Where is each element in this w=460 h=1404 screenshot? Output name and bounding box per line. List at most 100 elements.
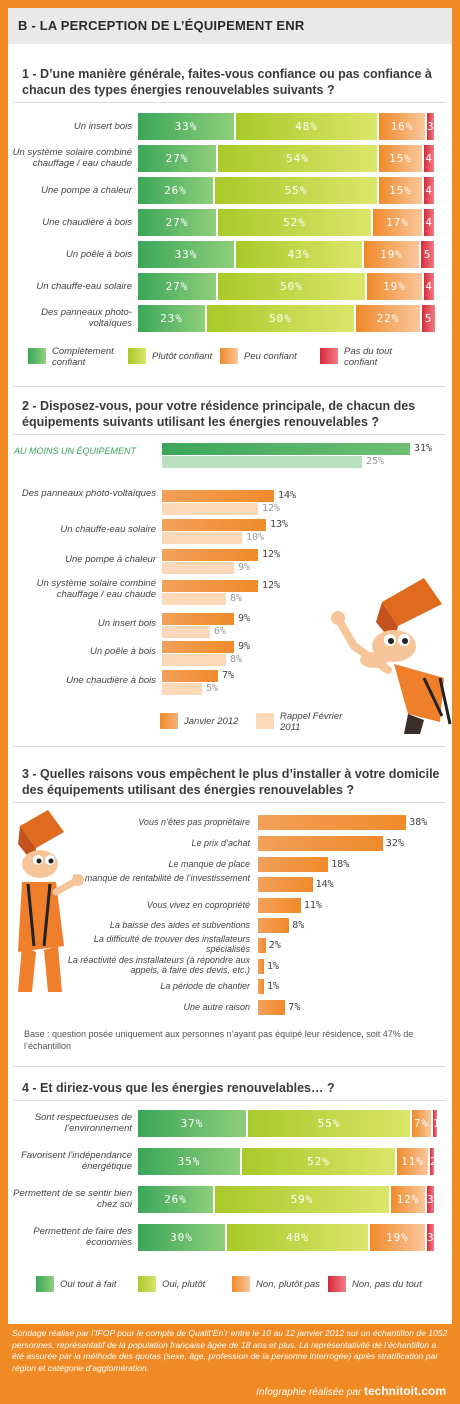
legend-swatch <box>256 713 274 729</box>
bar-value: 12% <box>396 1193 420 1206</box>
row-label: Un système solaire combiné chauffage / e… <box>12 147 132 169</box>
bar-value: 11% <box>401 1155 424 1168</box>
bar-value: 2 <box>430 1155 438 1168</box>
bar-2011 <box>162 503 258 515</box>
row-label: Un insert bois <box>97 618 156 629</box>
bar-2011 <box>162 456 362 468</box>
bar-segment: 19% <box>370 1224 425 1251</box>
bar-2012 <box>162 670 218 682</box>
bar-value: 12% <box>262 580 281 591</box>
divider <box>14 1066 446 1067</box>
row-label: Un insert bois <box>73 121 132 132</box>
legend-label: Non, plutôt pas <box>256 1279 320 1290</box>
legend-swatch <box>138 1276 156 1292</box>
divider <box>14 802 446 803</box>
row-label: Une autre raison <box>183 1002 250 1012</box>
bar <box>258 1000 286 1015</box>
bar-value: 48% <box>286 1231 309 1244</box>
row-label: La baisse des aides et subventions <box>109 920 250 930</box>
row-label: La difficulté de trouver des installateu… <box>93 934 250 954</box>
footer-note: Sondage réalisé par l’IFOP pour le compt… <box>12 1328 448 1373</box>
row-label: Un système solaire combiné chauffage / e… <box>36 578 156 600</box>
bar-value: 17% <box>386 216 409 229</box>
bar-segment: 43% <box>236 241 362 268</box>
bar <box>258 938 266 953</box>
bar-value: 12% <box>262 549 281 560</box>
row-label: Un chauffe-eau solaire <box>36 281 132 292</box>
bar-segment: 15% <box>379 145 422 172</box>
row-label: AU MOINS UN ÉQUIPEMENT <box>14 446 137 456</box>
bar-segment: 5 <box>421 241 434 268</box>
bar-segment: 3 <box>427 1224 434 1251</box>
bar-value: 8% <box>230 593 243 604</box>
row-label: Une chaudière à bois <box>66 675 156 686</box>
bar <box>258 815 407 830</box>
bar-segment: 2 <box>430 1148 438 1175</box>
bar-segment: 15% <box>379 177 422 204</box>
row-label: Une pompe à chaleur <box>41 185 132 196</box>
legend-label: Complètement confiant <box>52 346 114 368</box>
legend-swatch <box>160 713 178 729</box>
bar-segment: 4 <box>424 209 434 236</box>
bar-2012 <box>162 443 410 455</box>
bar-2011 <box>162 593 226 605</box>
bar-segment: 11% <box>397 1148 428 1175</box>
q3-title: 3 - Quelles raisons vous empêchent le pl… <box>22 767 440 797</box>
bar-value: 1% <box>267 961 280 972</box>
bar-segment: 30% <box>138 1224 225 1251</box>
bar-segment: 7% <box>412 1110 431 1137</box>
bar-value: 33% <box>174 248 198 261</box>
row-label: Une pompe à chaleur <box>65 554 156 565</box>
credit-line: Infographie réalisée par technitoit.com <box>256 1384 446 1398</box>
bar-value: 27% <box>165 216 189 229</box>
row-label: Des panneaux photo-voltaïques <box>41 307 132 329</box>
row-label: Vous vivez en copropriété <box>146 900 250 910</box>
bar-value: 30% <box>170 1231 193 1244</box>
bar-segment: 33% <box>138 113 234 140</box>
row-label: Vous n’êtes pas propriétaire <box>138 817 250 827</box>
bar-segment: 55% <box>248 1110 410 1137</box>
bar-2011 <box>162 683 202 695</box>
bar-2011 <box>162 626 210 638</box>
bar-segment: 5 <box>422 305 435 332</box>
mascot-illustration-bottom <box>18 810 84 992</box>
bar <box>258 836 383 851</box>
bar-value: 26% <box>164 1193 187 1206</box>
brand-name: technitoit.com <box>363 1384 446 1398</box>
bar-value: 1% <box>267 981 280 992</box>
bar-value: 9% <box>238 562 251 573</box>
bar <box>258 979 264 994</box>
bar-value: 6% <box>214 626 227 637</box>
bar-segment: 52% <box>242 1148 395 1175</box>
bar-2012 <box>162 641 234 653</box>
row-label: Un chauffe-eau solaire <box>60 524 156 535</box>
bar-value: 32% <box>385 838 404 849</box>
bar-segment: 26% <box>138 1186 213 1213</box>
row-label: Une chaudière à bois <box>42 217 132 228</box>
bar-value: 19% <box>380 248 403 261</box>
bar-value: 52% <box>283 216 306 229</box>
bar-segment: 37% <box>138 1110 246 1137</box>
bar-segment: 27% <box>138 209 216 236</box>
q4-title: 4 - Et diriez-vous que les énergies reno… <box>22 1081 335 1095</box>
bar-value: 1 <box>433 1117 441 1130</box>
bar-segment: 33% <box>138 241 234 268</box>
legend-swatch <box>28 348 46 364</box>
q3-base-note: Base : question posée uniquement aux per… <box>24 1029 414 1051</box>
bar-segment: 4 <box>424 273 434 300</box>
divider <box>14 386 446 387</box>
row-label: Le prix d’achat <box>191 838 250 848</box>
bar-value: 9% <box>238 613 251 624</box>
q2-title: 2 - Disposez-vous, pour votre résidence … <box>22 399 416 429</box>
bar-segment: 27% <box>138 145 216 172</box>
bar <box>258 959 264 974</box>
bar-value: 55% <box>284 184 308 197</box>
legend-label: Plutôt confiant <box>152 351 213 362</box>
mascot-illustration-top <box>331 578 452 734</box>
bar-value: 15% <box>389 152 412 165</box>
bar-value: 27% <box>165 280 189 293</box>
bar-value: 25% <box>366 456 385 467</box>
legend-swatch <box>220 348 238 364</box>
divider <box>14 102 446 103</box>
bar-segment: 48% <box>236 113 377 140</box>
